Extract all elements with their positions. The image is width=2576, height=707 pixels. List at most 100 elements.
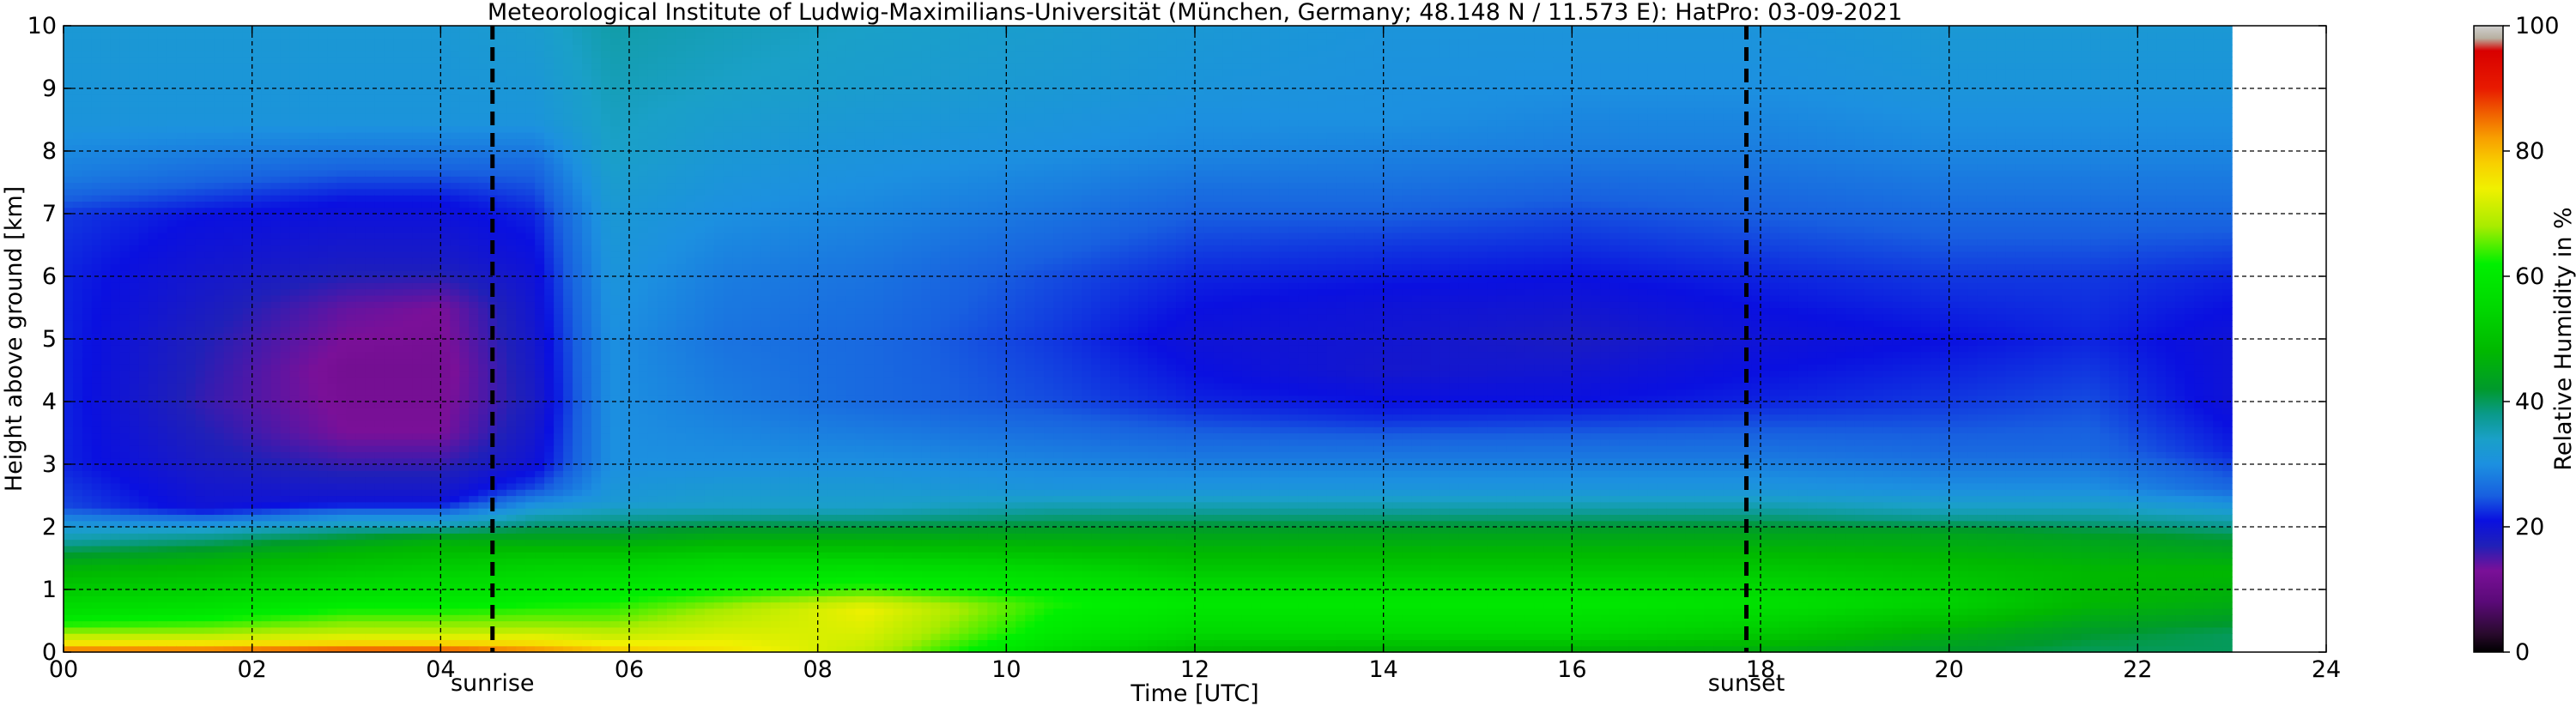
heatmap-cell (176, 438, 187, 446)
heatmap-cell (403, 520, 413, 528)
heatmap-cell (138, 364, 149, 372)
heatmap-cell (204, 282, 215, 290)
heatmap-cell (72, 332, 83, 340)
heatmap-cell (233, 395, 244, 402)
heatmap-cell (469, 595, 479, 603)
heatmap-cell (308, 106, 319, 114)
heatmap-cell (318, 220, 329, 227)
heatmap-cell (167, 207, 178, 215)
heatmap-cell (91, 195, 102, 202)
heatmap-cell (176, 263, 187, 271)
heatmap-cell (336, 489, 348, 497)
heatmap-cell (355, 251, 367, 258)
heatmap-cell (72, 82, 83, 89)
heatmap-cell (384, 633, 395, 640)
heatmap-cell (204, 426, 215, 434)
heatmap-cell (270, 320, 282, 327)
heatmap-cell (119, 639, 130, 647)
heatmap-cell (110, 245, 121, 252)
heatmap-cell (431, 169, 441, 177)
heatmap-cell (100, 232, 112, 239)
heatmap-cell (289, 645, 300, 653)
heatmap-cell (346, 577, 357, 584)
heatmap-cell (261, 527, 272, 534)
heatmap-cell (138, 76, 149, 83)
heatmap-cell (365, 257, 376, 264)
heatmap-cell (516, 288, 526, 296)
heatmap-cell (91, 639, 102, 647)
heatmap-cell (497, 169, 507, 177)
heatmap-cell (82, 113, 93, 121)
heatmap-cell (91, 595, 102, 603)
heatmap-cell (318, 163, 329, 171)
heatmap-cell (327, 601, 338, 609)
heatmap-cell (289, 533, 300, 541)
heatmap-cell (412, 138, 422, 146)
heatmap-cell (384, 51, 395, 58)
heatmap-cell (346, 76, 357, 83)
heatmap-cell (100, 313, 112, 321)
heatmap-cell (318, 176, 329, 184)
heatmap-cell (421, 564, 432, 571)
heatmap-cell (195, 63, 206, 70)
heatmap-cell (346, 69, 357, 76)
heatmap-cell (365, 195, 376, 202)
heatmap-cell (393, 182, 403, 190)
heatmap-cell (261, 614, 272, 622)
heatmap-cell (525, 201, 536, 208)
heatmap-cell (478, 301, 488, 309)
heatmap-cell (110, 595, 121, 603)
heatmap-cell (374, 288, 385, 296)
heatmap-cell (261, 601, 272, 609)
heatmap-cell (233, 564, 244, 571)
heatmap-cell (100, 201, 112, 208)
heatmap-cell (459, 276, 470, 283)
heatmap-cell (308, 495, 319, 503)
heatmap-cell (393, 169, 403, 177)
heatmap-cell (270, 220, 282, 227)
heatmap-cell (261, 32, 272, 39)
heatmap-cell (469, 182, 479, 190)
heatmap-cell (167, 288, 178, 296)
heatmap-cell (119, 495, 130, 503)
heatmap-cell (91, 426, 102, 434)
heatmap-cell (119, 332, 130, 340)
heatmap-cell (148, 595, 159, 603)
heatmap-cell (167, 402, 178, 408)
heatmap-cell (195, 276, 206, 283)
heatmap-cell (138, 351, 149, 359)
heatmap-cell (289, 432, 300, 440)
heatmap-cell (176, 527, 187, 534)
heatmap-cell (506, 207, 517, 215)
heatmap-cell (289, 257, 300, 264)
heatmap-cell (403, 138, 413, 146)
heatmap-cell (308, 614, 319, 622)
heatmap-cell (223, 226, 234, 233)
heatmap-cell (497, 402, 507, 408)
heatmap-cell (525, 451, 536, 459)
heatmap-cell (82, 501, 93, 509)
heatmap-cell (176, 320, 187, 327)
heatmap-cell (204, 132, 215, 139)
heatmap-cell (299, 583, 310, 590)
heatmap-cell (157, 214, 168, 221)
heatmap-cell (431, 389, 441, 396)
heatmap-cell (110, 364, 121, 372)
heatmap-cell (365, 426, 376, 434)
heatmap-cell (176, 577, 187, 584)
heatmap-cell (280, 589, 291, 596)
heatmap-cell (242, 125, 253, 133)
heatmap-cell (72, 482, 83, 490)
heatmap-cell (204, 320, 215, 327)
heatmap-cell (318, 464, 329, 471)
heatmap-cell (459, 402, 470, 408)
heatmap-cell (440, 607, 451, 615)
heatmap-cell (195, 583, 206, 590)
heatmap-cell (506, 464, 517, 471)
heatmap-cell (129, 451, 140, 459)
heatmap-cell (110, 614, 121, 622)
heatmap-cell (365, 558, 376, 565)
heatmap-cell (280, 188, 291, 196)
heatmap-cell (421, 326, 432, 334)
heatmap-cell (252, 51, 263, 58)
